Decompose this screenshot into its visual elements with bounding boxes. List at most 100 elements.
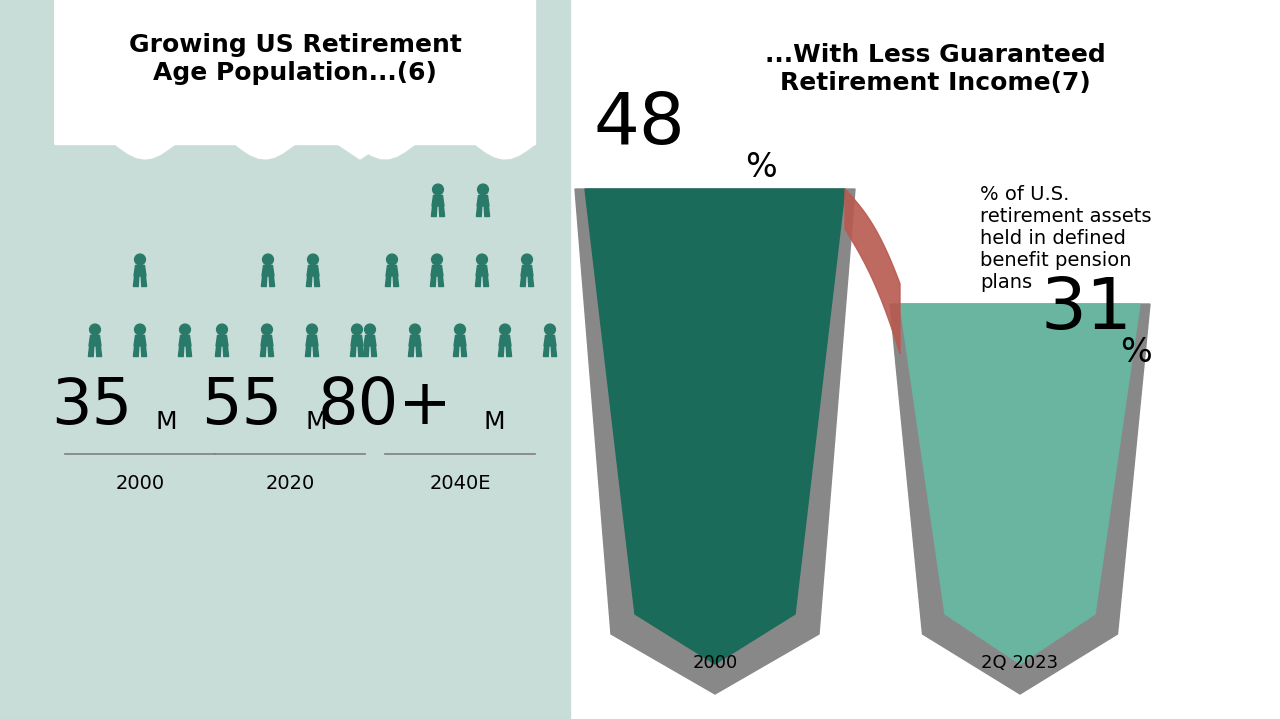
Polygon shape <box>223 346 229 357</box>
Circle shape <box>179 324 191 335</box>
Polygon shape <box>179 336 191 346</box>
Polygon shape <box>364 346 369 357</box>
Polygon shape <box>438 276 444 286</box>
Polygon shape <box>453 346 458 357</box>
Polygon shape <box>477 196 489 206</box>
Polygon shape <box>575 189 855 694</box>
Polygon shape <box>141 346 147 357</box>
Text: 80+: 80+ <box>317 375 452 437</box>
Circle shape <box>499 324 511 335</box>
Polygon shape <box>385 276 390 286</box>
Text: %: % <box>1120 336 1152 369</box>
Polygon shape <box>269 346 274 357</box>
Polygon shape <box>60 0 530 159</box>
Circle shape <box>454 324 466 335</box>
Text: M: M <box>484 410 506 434</box>
Text: 2000: 2000 <box>692 654 737 672</box>
Text: 2040E: 2040E <box>429 474 490 493</box>
Polygon shape <box>141 276 147 286</box>
Text: 48: 48 <box>593 90 685 159</box>
Polygon shape <box>358 346 364 357</box>
Polygon shape <box>454 336 466 346</box>
Polygon shape <box>134 336 146 346</box>
Circle shape <box>544 324 556 335</box>
Polygon shape <box>585 189 845 664</box>
Polygon shape <box>433 196 444 206</box>
Circle shape <box>307 254 319 265</box>
Polygon shape <box>408 346 413 357</box>
Polygon shape <box>499 336 511 346</box>
Polygon shape <box>306 346 311 357</box>
Circle shape <box>134 324 146 335</box>
Text: 31: 31 <box>1039 275 1132 344</box>
Polygon shape <box>55 0 535 144</box>
Polygon shape <box>55 0 535 159</box>
Polygon shape <box>261 276 266 286</box>
Polygon shape <box>430 276 435 286</box>
Circle shape <box>431 254 443 265</box>
Text: 35: 35 <box>51 375 132 437</box>
Circle shape <box>307 324 317 335</box>
Polygon shape <box>351 336 364 346</box>
Polygon shape <box>351 346 356 357</box>
Polygon shape <box>371 346 376 357</box>
Polygon shape <box>306 336 317 346</box>
Circle shape <box>387 254 397 265</box>
Polygon shape <box>306 276 312 286</box>
Polygon shape <box>521 276 526 286</box>
Text: 2000: 2000 <box>115 474 165 493</box>
Text: M: M <box>156 410 178 434</box>
Polygon shape <box>133 276 138 286</box>
Polygon shape <box>544 336 556 346</box>
Text: %: % <box>745 151 777 184</box>
Polygon shape <box>521 265 532 276</box>
Polygon shape <box>431 206 436 216</box>
Polygon shape <box>484 276 489 286</box>
Polygon shape <box>393 276 398 286</box>
Polygon shape <box>900 304 1140 664</box>
Circle shape <box>216 324 228 335</box>
Text: % of U.S.
retirement assets
held in defined
benefit pension
plans: % of U.S. retirement assets held in defi… <box>980 186 1152 293</box>
Text: 2Q 2023: 2Q 2023 <box>982 654 1059 672</box>
Polygon shape <box>216 336 228 346</box>
Polygon shape <box>314 346 319 357</box>
Polygon shape <box>476 265 488 276</box>
Circle shape <box>476 254 488 265</box>
Polygon shape <box>506 346 512 357</box>
Circle shape <box>261 324 273 335</box>
Polygon shape <box>476 206 481 216</box>
Polygon shape <box>262 265 274 276</box>
Polygon shape <box>260 346 266 357</box>
Circle shape <box>352 324 362 335</box>
Polygon shape <box>461 346 467 357</box>
Polygon shape <box>498 346 504 357</box>
Circle shape <box>90 324 100 335</box>
Polygon shape <box>529 276 534 286</box>
Polygon shape <box>431 265 443 276</box>
Polygon shape <box>410 336 421 346</box>
Text: M: M <box>306 410 328 434</box>
Polygon shape <box>96 346 101 357</box>
Text: ...With Less Guaranteed
Retirement Income(7): ...With Less Guaranteed Retirement Incom… <box>764 43 1106 95</box>
Polygon shape <box>387 265 398 276</box>
Polygon shape <box>439 206 444 216</box>
Polygon shape <box>364 336 376 346</box>
Polygon shape <box>544 346 549 357</box>
Polygon shape <box>845 189 900 354</box>
Polygon shape <box>0 0 570 719</box>
Polygon shape <box>484 206 490 216</box>
Polygon shape <box>186 346 192 357</box>
Polygon shape <box>307 265 319 276</box>
Polygon shape <box>88 346 93 357</box>
Circle shape <box>134 254 146 265</box>
Circle shape <box>262 254 274 265</box>
Polygon shape <box>595 0 1280 171</box>
Polygon shape <box>416 346 421 357</box>
Polygon shape <box>552 346 557 357</box>
Polygon shape <box>890 304 1149 694</box>
Text: Growing US Retirement
Age Population...(6): Growing US Retirement Age Population...(… <box>128 33 461 85</box>
Text: 55: 55 <box>201 375 282 437</box>
Polygon shape <box>134 265 146 276</box>
Circle shape <box>477 184 489 195</box>
Polygon shape <box>178 346 184 357</box>
